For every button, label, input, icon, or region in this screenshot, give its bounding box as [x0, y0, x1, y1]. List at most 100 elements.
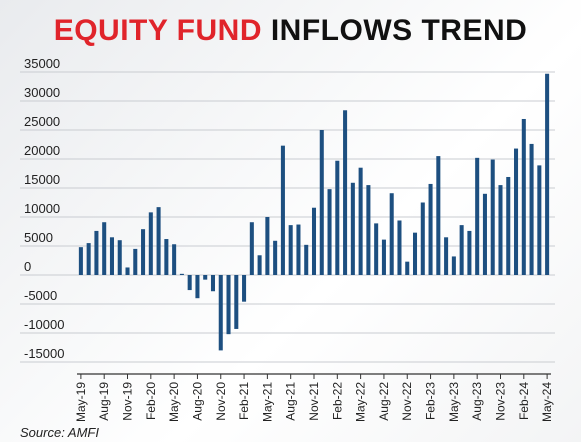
- bar: [164, 239, 169, 275]
- bar: [405, 261, 410, 275]
- bar: [521, 118, 526, 275]
- bar: [86, 243, 91, 275]
- x-tick-label: Feb-22: [330, 382, 344, 420]
- bar: [125, 267, 130, 275]
- bar: [381, 239, 386, 275]
- bar: [257, 255, 262, 275]
- x-tick-label: May-22: [354, 382, 368, 422]
- bar: [280, 145, 285, 275]
- y-tick-label: -15000: [24, 346, 64, 361]
- bar: [529, 143, 534, 275]
- bar: [249, 222, 254, 275]
- bar: [319, 130, 324, 275]
- bar: [242, 275, 247, 302]
- bar: [482, 193, 487, 275]
- bar: [273, 240, 278, 275]
- title-part-inflows-trend: INFLOWS TREND: [270, 14, 528, 47]
- bars: [78, 73, 550, 351]
- x-tick-label: May-23: [447, 382, 461, 422]
- bar: [514, 148, 519, 275]
- bar: [210, 275, 216, 292]
- bar: [490, 159, 495, 275]
- x-axis-ticks: May-19 Aug-19 Nov-19 Feb-20 May-20 Aug-20 Nov-…: [74, 374, 554, 422]
- y-tick-label: 25000: [24, 114, 60, 129]
- x-tick-label: Aug-23: [470, 382, 484, 421]
- bar: [133, 248, 138, 275]
- y-tick-label: 35000: [24, 56, 60, 71]
- bar: [537, 165, 542, 275]
- bar: [467, 230, 472, 275]
- bar: [141, 229, 146, 275]
- x-tick-label: Nov-22: [400, 382, 414, 421]
- bar: [226, 275, 231, 335]
- bar: [179, 273, 184, 275]
- bar: [420, 202, 425, 275]
- bar: [397, 220, 402, 275]
- bar: [506, 176, 511, 275]
- x-tick-label: Feb-20: [144, 382, 158, 420]
- bar: [374, 223, 379, 275]
- bar: [102, 222, 107, 275]
- x-tick-label: Aug-20: [190, 382, 204, 421]
- x-tick-label: Aug-21: [284, 382, 298, 421]
- bar: [459, 225, 464, 275]
- bar: [117, 240, 122, 275]
- bar: [156, 207, 161, 275]
- bar: [451, 256, 456, 275]
- x-tick-label: Nov-19: [121, 382, 135, 421]
- x-tick-label: Aug-19: [97, 382, 111, 421]
- chart-title: EQUITY FUND INFLOWS TREND: [0, 14, 581, 48]
- x-tick-label: Feb-24: [517, 382, 531, 420]
- y-tick-label: -5000: [24, 288, 57, 303]
- gridlines: [20, 71, 555, 363]
- bar: [327, 189, 332, 275]
- y-tick-label: 30000: [24, 85, 60, 100]
- bar: [234, 275, 239, 329]
- bar: [78, 247, 83, 275]
- bar: [366, 185, 371, 275]
- y-tick-label: -10000: [24, 317, 64, 332]
- x-tick-label: Feb-21: [237, 382, 251, 420]
- x-tick-label: Nov-23: [493, 382, 507, 421]
- y-tick-label: 10000: [24, 201, 60, 216]
- x-tick-label: Feb-23: [424, 382, 438, 420]
- x-tick-label: May-19: [74, 382, 88, 422]
- bar: [296, 224, 301, 275]
- y-tick-label: 20000: [24, 143, 60, 158]
- bar: [265, 217, 270, 275]
- bar: [304, 244, 309, 275]
- bar: [288, 225, 293, 275]
- bar: [203, 275, 208, 280]
- y-tick-label: 15000: [24, 172, 60, 187]
- bar: [358, 167, 363, 275]
- bar: [148, 212, 153, 275]
- x-tick-label: Aug-22: [377, 382, 391, 421]
- y-tick-label: 5000: [24, 230, 53, 245]
- y-tick-label: 0: [24, 259, 31, 274]
- bar: [218, 275, 223, 351]
- bar: [311, 207, 317, 275]
- bar: [350, 182, 355, 275]
- x-tick-label: Nov-21: [307, 382, 321, 421]
- bar: [195, 275, 200, 299]
- bar: [343, 110, 348, 275]
- x-tick-label: Nov-20: [214, 382, 228, 421]
- bar: [428, 183, 433, 275]
- bar: [498, 185, 503, 275]
- x-tick-label: May-24: [540, 382, 554, 422]
- bar: [94, 230, 99, 275]
- bar: [187, 275, 192, 291]
- bar: [444, 237, 449, 275]
- bar: [172, 244, 177, 275]
- bar: [335, 160, 340, 275]
- x-tick-label: May-21: [260, 382, 274, 422]
- bar: [545, 73, 550, 276]
- y-axis-ticks: 35000 30000 25000 20000 15000 10000 5000 0 -5000…: [24, 56, 64, 361]
- title-part-equity-fund: EQUITY FUND: [53, 14, 262, 47]
- x-tick-label: May-20: [167, 382, 181, 422]
- bar: [475, 157, 480, 275]
- source-note: Source: AMFI: [20, 425, 99, 440]
- bar: [412, 232, 418, 275]
- bar: [436, 156, 441, 275]
